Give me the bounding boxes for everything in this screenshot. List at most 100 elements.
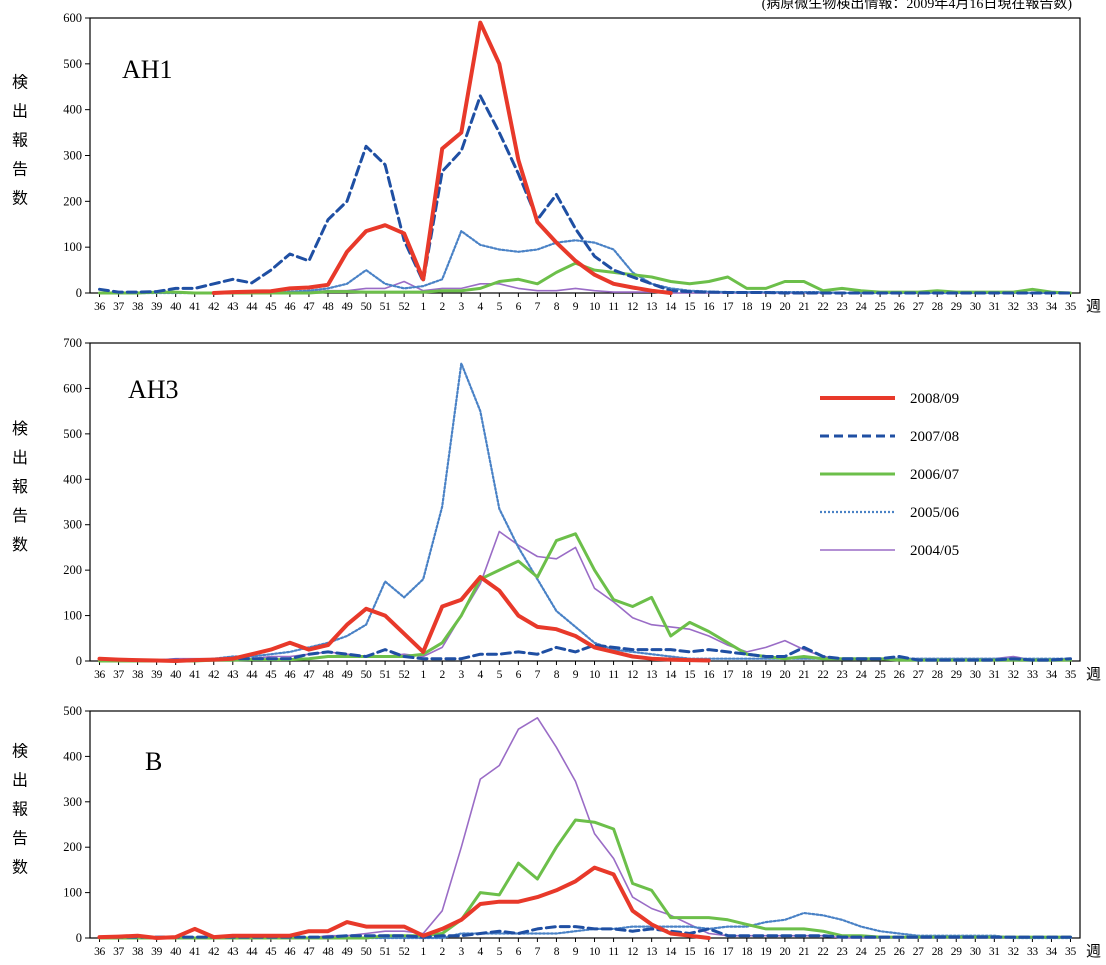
y-axis-label: 検出報告数 bbox=[12, 420, 28, 554]
x-tick-label: 24 bbox=[856, 301, 867, 313]
y-axis-label-char: 検 bbox=[12, 74, 28, 92]
x-axis-label: 週 bbox=[1086, 666, 1101, 683]
y-tick-label: 200 bbox=[63, 194, 82, 208]
x-tick-label: 1 bbox=[420, 669, 426, 681]
y-tick-label: 400 bbox=[63, 103, 82, 117]
x-tick-label: 34 bbox=[1046, 669, 1057, 681]
x-tick-label: 10 bbox=[589, 301, 600, 313]
x-tick-label: 28 bbox=[932, 669, 943, 681]
x-tick-label: 29 bbox=[951, 301, 962, 313]
x-tick-label: 18 bbox=[741, 669, 752, 681]
series-line-2008-09 bbox=[211, 20, 673, 295]
x-tick-label: 43 bbox=[227, 669, 238, 681]
x-tick-label: 52 bbox=[399, 946, 410, 958]
x-tick-label: 29 bbox=[951, 946, 962, 958]
series-line-2008-09 bbox=[97, 575, 711, 663]
y-axis-label-char: 検 bbox=[12, 743, 28, 761]
x-tick-label: 18 bbox=[741, 946, 752, 958]
x-tick-label: 14 bbox=[665, 301, 676, 313]
x-tick-label: 19 bbox=[760, 946, 771, 958]
legend-item: 2005/06 bbox=[820, 505, 960, 521]
x-tick-label: 29 bbox=[951, 669, 962, 681]
x-tick-label: 43 bbox=[227, 301, 238, 313]
x-tick-label: 16 bbox=[703, 669, 714, 681]
x-tick-label: 41 bbox=[189, 669, 200, 681]
x-tick-label: 11 bbox=[608, 301, 619, 313]
x-tick-label: 44 bbox=[246, 946, 257, 958]
x-tick-label: 22 bbox=[818, 946, 829, 958]
x-tick-label: 3 bbox=[459, 669, 465, 681]
x-tick-label: 51 bbox=[380, 946, 391, 958]
x-tick-label: 24 bbox=[856, 946, 867, 958]
x-tick-label: 4 bbox=[478, 946, 484, 958]
x-tick-label: 5 bbox=[497, 301, 503, 313]
x-tick-label: 17 bbox=[722, 946, 733, 958]
legend-item: 2007/08 bbox=[820, 429, 959, 445]
x-tick-label: 7 bbox=[535, 946, 541, 958]
x-tick-label: 5 bbox=[497, 946, 503, 958]
y-tick-label: 100 bbox=[63, 886, 82, 900]
x-tick-label: 2 bbox=[439, 301, 445, 313]
x-tick-label: 8 bbox=[554, 301, 560, 313]
plot-frame bbox=[89, 710, 1081, 939]
x-tick-label: 18 bbox=[741, 301, 752, 313]
legend-item: 2004/05 bbox=[820, 543, 959, 559]
x-tick-label: 19 bbox=[760, 301, 771, 313]
x-tick-label: 4 bbox=[478, 669, 484, 681]
x-tick-label: 22 bbox=[818, 669, 829, 681]
y-axis-label-char: 告 bbox=[12, 830, 28, 848]
y-tick-label: 0 bbox=[76, 654, 82, 668]
x-tick-label: 44 bbox=[246, 669, 257, 681]
y-tick-label: 400 bbox=[63, 749, 82, 763]
x-tick-label: 38 bbox=[132, 301, 143, 313]
plot-frame bbox=[89, 17, 1081, 294]
x-tick-label: 31 bbox=[989, 669, 1000, 681]
y-axis-label-char: 検 bbox=[12, 420, 28, 438]
x-tick-label: 41 bbox=[189, 301, 200, 313]
x-tick-label: 6 bbox=[516, 946, 522, 958]
x-tick-label: 30 bbox=[970, 301, 981, 313]
x-tick-label: 27 bbox=[913, 946, 924, 958]
x-tick-label: 15 bbox=[684, 946, 695, 958]
x-tick-label: 37 bbox=[113, 301, 124, 313]
x-tick-label: 2 bbox=[439, 946, 445, 958]
x-tick-label: 13 bbox=[646, 301, 657, 313]
x-tick-label: 5 bbox=[497, 669, 503, 681]
x-tick-label: 32 bbox=[1008, 669, 1019, 681]
x-axis-label: 週 bbox=[1086, 943, 1101, 960]
x-tick-label: 48 bbox=[323, 946, 334, 958]
x-tick-label: 28 bbox=[932, 301, 943, 313]
x-tick-label: 34 bbox=[1046, 301, 1057, 313]
x-tick-label: 32 bbox=[1008, 301, 1019, 313]
y-tick-label: 400 bbox=[63, 472, 82, 486]
x-tick-label: 43 bbox=[227, 946, 238, 958]
x-tick-label: 17 bbox=[722, 301, 733, 313]
x-tick-label: 40 bbox=[170, 301, 181, 313]
x-tick-label: 26 bbox=[894, 946, 905, 958]
legend: 2008/09 2007/08 2006/07 2005/06 2004/05 bbox=[820, 391, 960, 559]
x-tick-label: 10 bbox=[589, 669, 600, 681]
x-tick-label: 7 bbox=[535, 669, 541, 681]
y-tick-label: 500 bbox=[63, 427, 82, 441]
x-tick-label: 11 bbox=[608, 669, 619, 681]
x-tick-label: 46 bbox=[284, 301, 295, 313]
x-tick-label: 33 bbox=[1027, 669, 1038, 681]
x-tick-label: 24 bbox=[856, 669, 867, 681]
x-tick-label: 26 bbox=[894, 669, 905, 681]
x-tick-label: 39 bbox=[151, 301, 162, 313]
x-tick-label: 45 bbox=[265, 669, 276, 681]
y-axis-label: 検出報告数 bbox=[12, 743, 28, 877]
y-tick-label: 0 bbox=[76, 931, 82, 945]
y-tick-label: 700 bbox=[63, 336, 82, 350]
x-tick-label: 10 bbox=[589, 946, 600, 958]
x-tick-label: 37 bbox=[113, 946, 124, 958]
legend-label: 2005/06 bbox=[910, 505, 960, 521]
x-tick-label: 39 bbox=[151, 669, 162, 681]
x-tick-label: 50 bbox=[361, 301, 372, 313]
x-tick-label: 31 bbox=[989, 946, 1000, 958]
x-tick-label: 16 bbox=[703, 946, 714, 958]
panel-title: AH1 bbox=[122, 55, 173, 84]
x-tick-label: 51 bbox=[380, 301, 391, 313]
